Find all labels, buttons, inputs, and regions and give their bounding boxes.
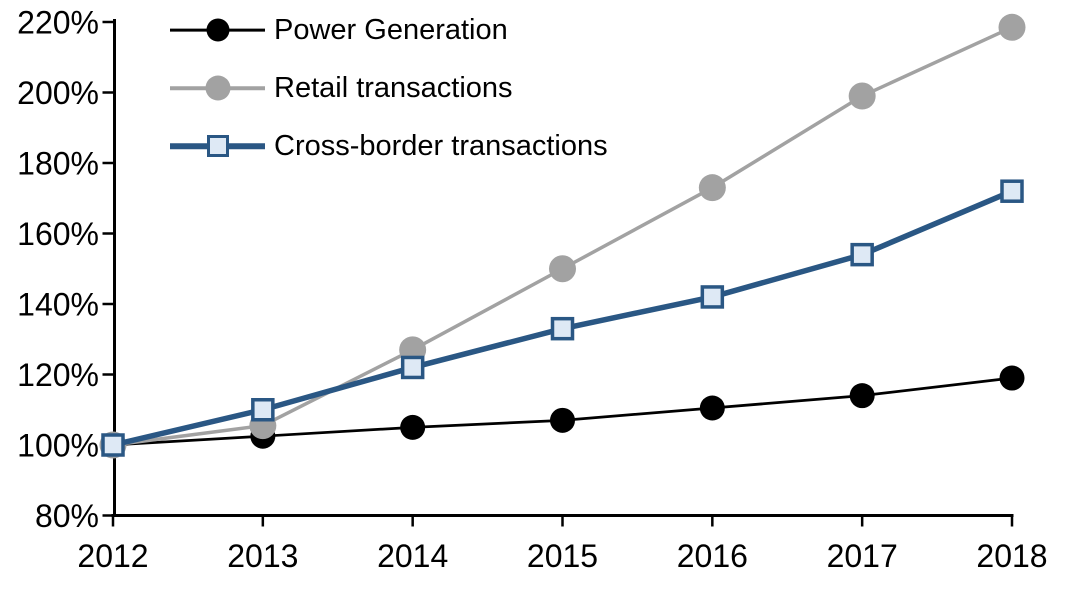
- data-point-marker: [700, 285, 725, 309]
- legend-item-cross-border-transactions: Cross-border transactions: [170, 117, 608, 175]
- y-tick-label: 220%: [17, 5, 99, 41]
- legend-key-power-generation: [170, 14, 265, 46]
- y-tick-label: 160%: [17, 216, 99, 252]
- data-point-marker: [550, 407, 575, 433]
- data-point-marker: [1000, 179, 1024, 203]
- x-tick-label: 2013: [227, 538, 298, 574]
- x-tick-label: 2018: [976, 538, 1047, 574]
- data-point-marker: [998, 13, 1026, 41]
- legend-label: Cross-border transactions: [274, 129, 608, 162]
- legend-label: Power Generation: [274, 13, 508, 46]
- data-point-marker: [849, 383, 875, 409]
- x-tick-label: 2017: [827, 538, 898, 574]
- x-tick-label: 2014: [377, 538, 448, 574]
- legend-label: Retail transactions: [274, 71, 513, 104]
- y-tick-label: 120%: [17, 357, 99, 393]
- chart-legend: Power Generation Retail transactions Cro…: [170, 1, 608, 175]
- series-power-generation: [100, 365, 1025, 458]
- x-tick-label: 2016: [677, 538, 748, 574]
- data-point-marker: [251, 398, 275, 422]
- legend-key-retail-transactions: [170, 72, 265, 104]
- data-point-marker: [848, 82, 876, 110]
- legend-item-power-generation: Power Generation: [170, 1, 608, 59]
- x-tick-label: 2015: [527, 538, 598, 574]
- axis-ticks: [102, 20, 1014, 527]
- y-tick-label: 200%: [17, 75, 99, 111]
- series-cross-border-transactions: [101, 179, 1024, 457]
- y-tick-label: 100%: [17, 428, 99, 464]
- legend-item-retail-transactions: Retail transactions: [170, 59, 608, 117]
- data-point-marker: [550, 316, 575, 341]
- data-point-marker: [698, 174, 726, 202]
- circle-marker-icon: [205, 75, 230, 101]
- data-point-marker: [101, 433, 125, 457]
- legend-key-cross-border-transactions: [170, 130, 265, 162]
- data-point-marker: [400, 355, 425, 380]
- data-point-marker: [400, 414, 426, 440]
- data-point-marker: [850, 242, 874, 267]
- data-point-marker: [999, 365, 1025, 391]
- tick-labels: 80% 100% 120% 140% 160% 180% 200% 220% 2012 2013 2…: [17, 5, 1047, 575]
- data-point-marker: [699, 395, 725, 421]
- data-point-marker: [549, 255, 576, 283]
- x-tick-label: 2012: [77, 538, 148, 574]
- square-marker-icon: [206, 135, 229, 157]
- y-tick-label: 180%: [17, 146, 99, 182]
- y-tick-label: 80%: [35, 498, 99, 534]
- circle-marker-icon: [206, 18, 229, 42]
- y-tick-label: 140%: [17, 287, 99, 323]
